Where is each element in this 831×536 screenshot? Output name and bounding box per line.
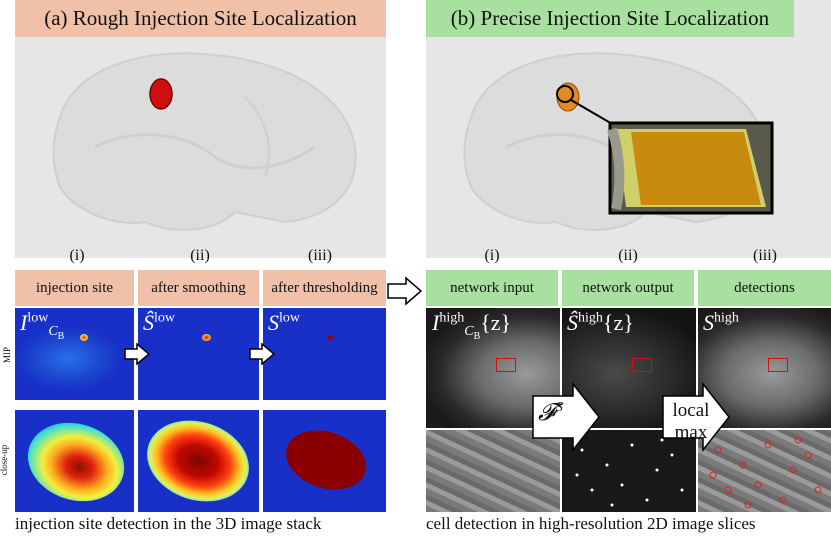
network-output-closeup — [562, 430, 696, 512]
mip-injection-site — [15, 308, 134, 400]
closeup-injection-site — [15, 410, 134, 512]
panel-b-col-i: (i) — [484, 247, 500, 264]
local-max-arrow — [662, 382, 730, 452]
panel-b-subtitle-network-output: network output — [562, 270, 694, 306]
network-input-closeup — [426, 430, 560, 512]
panel-b-col-iii: (iii) — [753, 247, 777, 264]
panel-a-subtitle-injection-site: injection site — [15, 270, 134, 306]
detections-closeup — [698, 430, 831, 512]
injection-site-blob — [149, 78, 173, 110]
mip-after-smoothing — [138, 308, 259, 400]
mip-hotspot-i — [80, 334, 88, 341]
brain-outline-a — [52, 52, 357, 231]
row-label-mip: MIP — [2, 347, 12, 364]
roi-box-detections — [768, 358, 788, 372]
symbol-s-hat-high-z: Ŝhigh{z} — [567, 310, 634, 335]
zoom-connector — [570, 99, 615, 126]
panel-a-subtitle-after-smoothing: after smoothing — [138, 270, 259, 306]
panel-a-caption: injection site detection in the 3D image… — [15, 514, 322, 533]
network-operator-label: 𝓕S — [538, 400, 563, 426]
panel-a-title: (a) Rough Injection Site Localization — [15, 0, 386, 37]
panel-b-caption: cell detection in high-resolution 2D ima… — [426, 514, 756, 533]
panel-b-subtitle-network-input: network input — [426, 270, 558, 306]
arrow-a-to-b — [387, 276, 423, 306]
roi-box-input — [496, 358, 516, 372]
symbol-s-high: Shigh — [703, 310, 739, 335]
panel-a-col-iii: (iii) — [308, 247, 332, 264]
mip-hotspot-iii — [327, 335, 333, 340]
local-max-label: local max — [672, 400, 710, 443]
network-arrow — [532, 382, 600, 452]
symbol-i-c-b-high-z: IhighCB{z} — [432, 310, 512, 343]
symbol-s-hat-low: Ŝlow — [143, 310, 175, 335]
panel-b-subtitle-detections: detections — [698, 270, 831, 306]
cell-detections-markers — [709, 436, 822, 509]
mip-hotspot-ii — [202, 334, 211, 341]
panel-a-subtitle-after-thresholding: after thresholding — [263, 270, 386, 306]
row-label-close-up: close-up — [0, 444, 9, 476]
panel-b-title: (b) Precise Injection Site Localization — [426, 0, 794, 37]
closeup-after-thresholding — [263, 410, 386, 512]
arrow-i-to-ii — [124, 343, 150, 365]
panel-b-col-ii: (ii) — [618, 247, 638, 264]
panel-a-col-i: (i) — [69, 247, 85, 264]
zoom-circle — [556, 85, 574, 103]
closeup-after-smoothing — [138, 410, 259, 512]
symbol-s-low: Slow — [268, 310, 300, 335]
brain-outline-b — [463, 52, 774, 231]
symbol-i-c-b-low: IlowCB — [20, 310, 65, 343]
mip-after-thresholding — [263, 308, 386, 400]
cell-spots-output — [575, 438, 684, 507]
roi-box-output — [632, 358, 652, 372]
arrow-ii-to-iii — [249, 343, 275, 365]
panel-a-col-ii: (ii) — [190, 247, 210, 264]
